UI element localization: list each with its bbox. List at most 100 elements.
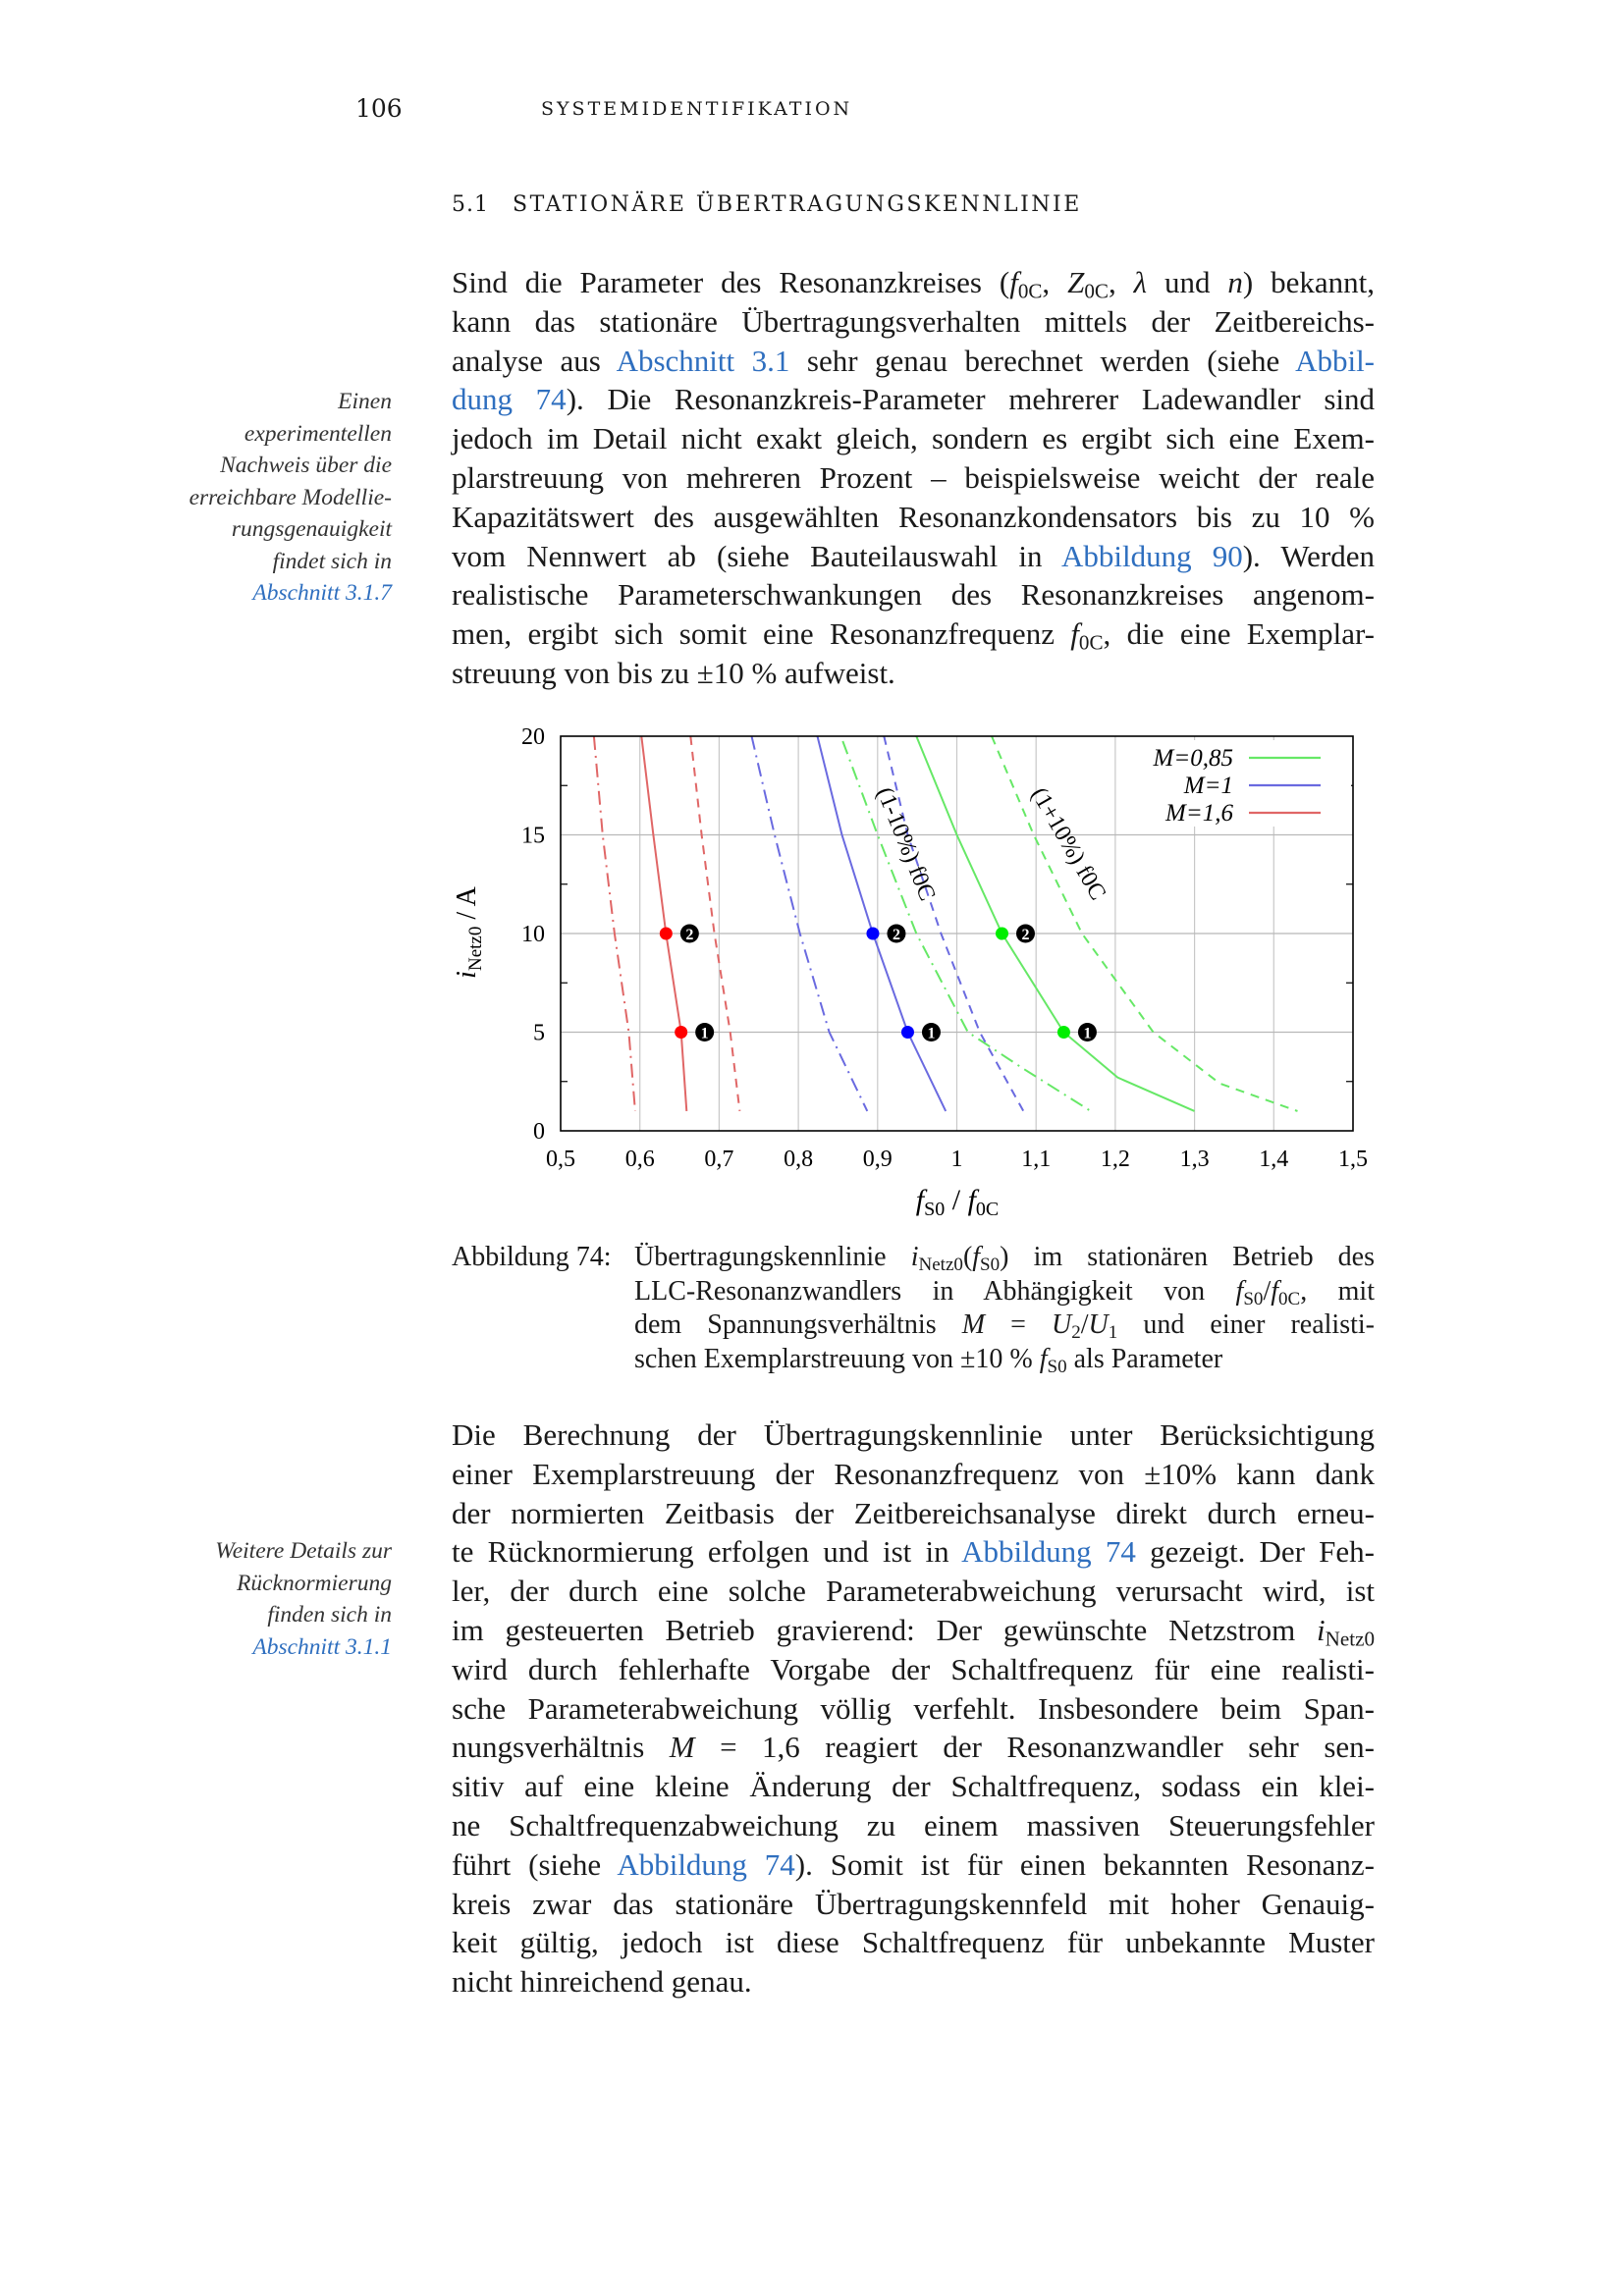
text-line: Einen [338,389,392,414]
y-tick-label: 10 [521,922,545,947]
cross-reference-link[interactable]: dung 74 [452,382,567,417]
text-line: finden sich in [267,1602,392,1628]
text-line: te Rücknormierung erfolgen und ist in Ab… [452,1534,1375,1570]
text-line: plarstreuung von mehreren Prozent – beis… [452,459,1375,495]
operating-point-marker [1056,1026,1070,1039]
text-line: sche Parameterabweichung völlig verfehlt… [452,1690,1375,1726]
legend-label: M=0,85 [1153,745,1233,772]
y-axis-label: iNetz0 / A [452,885,486,978]
plot-frame [560,735,1354,1132]
text-line: führt (siehe Abbildung 74). Somit ist fü… [452,1846,1375,1882]
paragraph-1: Sind die Parameter des Resonanzkreises (… [452,263,1375,693]
legend-label: M=1 [1183,773,1233,799]
text-line: analyse aus Abschnitt 3.1 sehr genau ber… [452,343,1375,378]
series-curve-7 [592,735,636,1111]
y-tick-label: 5 [533,1021,545,1046]
series-curve-8 [689,735,741,1112]
text-line: Abschnitt 3.1.7 [147,577,392,610]
operating-point-badge [921,1023,941,1041]
text-line: der normierten Zeitbasis der Zeitbereich… [452,1495,1375,1530]
operating-point-number: 2 [1021,927,1029,943]
series-curve-0 [915,735,1196,1112]
cross-reference-link[interactable]: Abbildung 74 [961,1534,1136,1570]
text-line: LLC-Resonanzwandlers in Abhängigkeit von… [634,1275,1375,1309]
operating-point-marker [675,1026,688,1039]
operating-point-marker [866,927,880,940]
text-line: dem Spannungsverhältnis M = U2/U1 und ei… [634,1309,1375,1343]
x-axis-label: fS0 / f0C [916,1184,1000,1220]
text-line: Rücknormierung [237,1570,392,1596]
text-line: ne Schaltfrequenzabweichung zu einem mas… [452,1807,1375,1842]
section-heading: 5.1 Stationäre Übertragungskennlinie [452,192,1082,217]
cross-reference-link[interactable]: Abbildung 74 [617,1846,795,1882]
series-curve-6 [883,735,1025,1112]
operating-point-number: 2 [685,927,693,943]
x-tick-label: 0,8 [784,1147,813,1172]
text-line: Weitere Details zur [215,1538,392,1564]
text-line: men, ergibt sich somit eine Resonanzfreq… [452,616,1375,655]
operating-point-marker [659,927,673,940]
series-curve-3 [841,740,1092,1112]
cross-reference-link[interactable]: Abbil- [1295,343,1375,378]
text-line: Kapazitätswert des ausgewählten Resonanz… [452,499,1375,534]
operating-point-badge [887,924,906,943]
x-tick-label: 0,5 [546,1147,575,1172]
figure-74-chart: 0,5 0,6 0,7 0,8 0,9 1 1,1 1,2 1,3 1,4 1,505101520(… [452,724,1368,1220]
caption-label: Abbildung 74: [452,1242,612,1272]
text-line: nicht hinreichend genau. [452,1964,752,2000]
text-line: vom Nennwert ab (siehe Bauteilauswahl in… [452,538,1375,573]
x-tick-label: 1,1 [1021,1147,1051,1172]
running-header: Systemidentifikation [541,98,853,120]
page-number: 106 [355,94,403,123]
text-line: rungsgenauigkeit [231,516,392,542]
caption-text: Übertragungskennlinie iNetz0(fS0) im sta… [634,1241,1375,1376]
x-tick-label: 0,7 [704,1147,733,1172]
text-line: nungsverhältnis M = 1,6 reagiert der Res… [452,1730,1375,1765]
x-tick-label: 1,3 [1180,1147,1210,1172]
text-line: wird durch fehlerhafte Vorgabe der Schal… [452,1651,1375,1686]
section-title: Stationäre Übertragungskennlinie [513,192,1082,217]
text-line: keit gültig, jedoch ist diese Schaltfreq… [452,1925,1375,1960]
operating-point-badge [679,924,699,943]
operating-point-badge [1015,924,1035,943]
text-line: jedoch im Detail nicht exakt gleich, son… [452,421,1375,456]
y-tick-label: 15 [521,824,545,849]
text-line: Abschnitt 3.1.1 [147,1631,392,1664]
text-line: schen Exemplarstreuung von ±10 % fS0 als… [634,1343,1223,1377]
text-line: kreis zwar das stationäre Übertragungske… [452,1886,1375,1921]
x-tick-label: 1 [951,1147,963,1172]
text-line: im gesteuerten Betrieb gravierend: Der g… [452,1612,1375,1651]
operating-point-number: 1 [927,1026,935,1042]
x-tick-label: 1,2 [1101,1147,1130,1172]
operating-point-marker [995,927,1008,940]
text-line: einer Exemplarstreuung der Resonanzfrequ… [452,1456,1375,1491]
margin-note-2: Weitere Details zur Rücknormierung finden … [147,1535,392,1663]
text-line: Die Berechnung der Übertragungskennlinie… [452,1417,1375,1452]
text-line: Nachweis über die [220,453,392,478]
cross-reference-link[interactable]: Abschnitt 3.1.7 [252,580,392,606]
margin-note-1: Einen experimentellen Nachweis über die err… [147,386,392,610]
x-tick-label: 1,5 [1338,1147,1368,1172]
text-line: kann das stationäre Übertragungsverhalte… [452,303,1375,339]
text-line: findet sich in [272,548,392,574]
operating-point-number: 1 [701,1026,709,1042]
cross-reference-link[interactable]: Abschnitt 3.1.1 [252,1633,392,1660]
text-line: streuung von bis zu ±10 % aufweist. [452,655,895,690]
y-tick-label: 0 [533,1119,545,1145]
paragraph-2: Die Berechnung der Übertragungskennlinie… [452,1415,1375,2002]
cross-reference-link[interactable]: Abbildung 90 [1060,538,1243,573]
text-line: Übertragungskennlinie iNetz0(fS0) im sta… [634,1242,1376,1275]
x-tick-label: 1,4 [1259,1147,1288,1172]
operating-point-number: 2 [893,927,900,943]
text-line: realistische Parameterschwankungen des R… [452,577,1375,613]
text-line: erreichbare Modellie- [189,484,392,510]
text-line: dung 74). Die Resonanzkreis-Parameter me… [452,382,1376,417]
text-line: Sind die Parameter des Resonanzkreises (… [452,265,1376,303]
text-line: ler, der durch eine solche Parameterabwe… [452,1574,1375,1609]
text-line: sitiv auf eine kleine Änderung der Schal… [452,1769,1375,1804]
cross-reference-link[interactable]: Abschnitt 3.1 [616,343,790,378]
operating-point-badge [1077,1023,1097,1041]
legend-label: M=1,6 [1164,800,1233,827]
x-tick-label: 0,9 [863,1147,893,1172]
text-line: experimentellen [244,420,392,447]
